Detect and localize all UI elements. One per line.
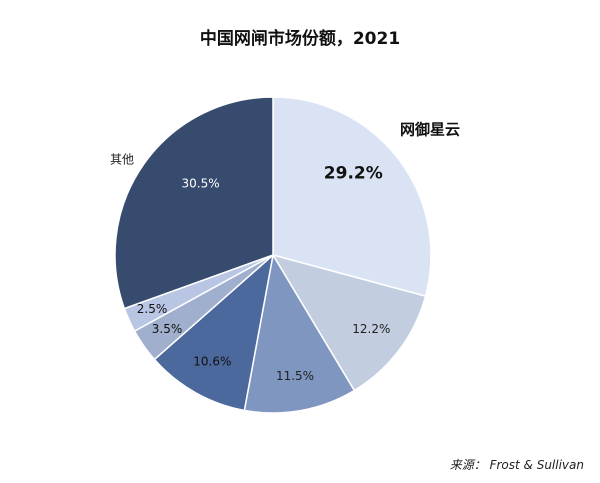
slice-value-label-5: 3.5% bbox=[152, 322, 183, 336]
pie-slice-2 bbox=[271, 253, 427, 392]
chart-title: 中国网闸市场份额，2021 bbox=[199, 29, 401, 49]
slice-value-label-4: 10.6% bbox=[193, 355, 231, 369]
source-note: 来源： Frost & Sullivan bbox=[449, 458, 584, 472]
pie-slice-1 bbox=[272, 96, 432, 298]
pie-slice-3 bbox=[243, 252, 356, 414]
pie-slice-7 bbox=[114, 96, 274, 310]
slice-value-label-7: 30.5% bbox=[182, 177, 220, 191]
slice-name-label-1: 网御星云 bbox=[400, 121, 460, 139]
pie-slices bbox=[114, 96, 432, 414]
pie-labels: 29.2% 网御星云 12.2% 11.5% 10.6% 3.5% 2.5% 30.5% 其他 bbox=[110, 121, 460, 383]
slice-value-label-1: 29.2% bbox=[324, 164, 383, 184]
slice-value-label-6: 2.5% bbox=[137, 302, 168, 316]
pie-slice-4 bbox=[153, 253, 275, 412]
slice-value-label-2: 12.2% bbox=[352, 322, 390, 336]
slice-value-label-3: 11.5% bbox=[276, 369, 314, 383]
slice-name-label-7: 其他 bbox=[110, 153, 134, 167]
